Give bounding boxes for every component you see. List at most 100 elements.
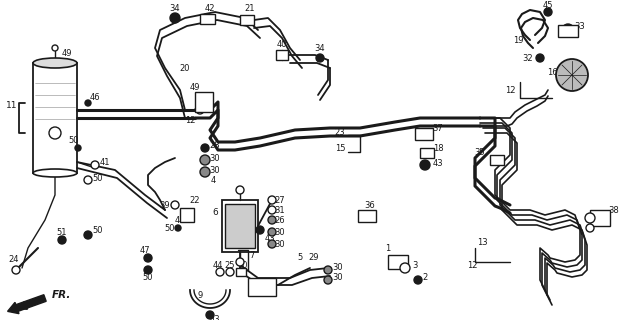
Circle shape xyxy=(562,24,574,36)
Text: 41: 41 xyxy=(100,157,110,166)
Text: 50: 50 xyxy=(69,135,79,145)
Text: 5: 5 xyxy=(298,253,302,262)
Circle shape xyxy=(400,263,410,273)
Circle shape xyxy=(586,224,594,232)
Circle shape xyxy=(171,201,179,209)
Text: 42: 42 xyxy=(205,4,215,12)
Circle shape xyxy=(420,160,430,170)
Bar xyxy=(420,148,434,158)
Circle shape xyxy=(84,176,92,184)
Circle shape xyxy=(226,268,234,276)
Circle shape xyxy=(91,161,99,169)
Circle shape xyxy=(196,106,204,114)
Text: 23: 23 xyxy=(335,127,345,137)
Circle shape xyxy=(201,144,209,152)
Circle shape xyxy=(175,225,181,231)
Text: 39: 39 xyxy=(160,201,170,210)
Text: 50: 50 xyxy=(142,274,153,283)
Circle shape xyxy=(268,228,276,236)
Text: 19: 19 xyxy=(512,36,523,44)
Text: 48: 48 xyxy=(175,215,186,225)
Text: 30: 30 xyxy=(332,274,343,283)
Circle shape xyxy=(536,54,544,62)
Circle shape xyxy=(236,186,244,194)
Text: 12: 12 xyxy=(185,116,195,124)
Text: 20: 20 xyxy=(180,63,190,73)
Circle shape xyxy=(84,231,92,239)
Circle shape xyxy=(556,59,588,91)
Text: 38: 38 xyxy=(609,205,619,214)
Circle shape xyxy=(585,213,595,223)
Text: 16: 16 xyxy=(547,68,558,76)
Bar xyxy=(180,208,194,222)
Circle shape xyxy=(85,100,91,106)
Text: 44: 44 xyxy=(213,260,223,269)
Bar xyxy=(33,63,77,173)
Text: 8: 8 xyxy=(253,281,258,290)
Text: 37: 37 xyxy=(432,124,443,132)
Circle shape xyxy=(52,45,58,51)
Circle shape xyxy=(324,276,332,284)
Text: 49: 49 xyxy=(190,83,200,92)
Bar xyxy=(225,204,255,248)
Bar xyxy=(236,268,246,276)
Text: 2: 2 xyxy=(422,274,428,283)
Text: 32: 32 xyxy=(522,53,533,62)
Circle shape xyxy=(49,127,61,139)
Bar xyxy=(248,278,276,296)
Text: 51: 51 xyxy=(57,228,68,236)
Text: 47: 47 xyxy=(140,245,151,254)
Circle shape xyxy=(268,206,276,214)
Circle shape xyxy=(316,54,324,62)
Ellipse shape xyxy=(33,169,77,177)
Text: 1: 1 xyxy=(386,244,391,252)
Circle shape xyxy=(268,216,276,224)
Circle shape xyxy=(324,266,332,274)
Ellipse shape xyxy=(33,58,77,68)
Text: 26: 26 xyxy=(275,215,285,225)
Text: 30: 30 xyxy=(275,228,285,236)
Text: 31: 31 xyxy=(275,205,285,214)
Text: 34: 34 xyxy=(170,4,181,12)
Text: 30: 30 xyxy=(210,154,221,163)
Text: FR.: FR. xyxy=(52,290,71,300)
Circle shape xyxy=(216,268,224,276)
Text: 40: 40 xyxy=(277,39,288,49)
Circle shape xyxy=(144,254,152,262)
Circle shape xyxy=(236,258,244,266)
Circle shape xyxy=(200,155,210,165)
Text: 34: 34 xyxy=(315,44,326,52)
Text: 21: 21 xyxy=(245,4,255,12)
Text: 9: 9 xyxy=(198,291,202,300)
Text: 7: 7 xyxy=(249,251,255,260)
Bar xyxy=(222,200,258,252)
Text: 25: 25 xyxy=(225,260,235,269)
Text: 33: 33 xyxy=(574,21,586,30)
Text: 14: 14 xyxy=(200,92,210,101)
Circle shape xyxy=(268,196,276,204)
Text: 28: 28 xyxy=(210,140,221,149)
Text: 50: 50 xyxy=(92,226,103,235)
Circle shape xyxy=(58,236,66,244)
Circle shape xyxy=(268,240,276,248)
Text: 15: 15 xyxy=(335,143,345,153)
Text: 45: 45 xyxy=(542,1,553,10)
Circle shape xyxy=(256,226,264,234)
Circle shape xyxy=(170,13,180,23)
Circle shape xyxy=(414,276,422,284)
Text: 18: 18 xyxy=(432,143,443,153)
Circle shape xyxy=(200,167,210,177)
Text: 27: 27 xyxy=(275,196,285,204)
Bar xyxy=(200,14,215,24)
Text: 50: 50 xyxy=(165,223,175,233)
Bar xyxy=(388,255,408,269)
Circle shape xyxy=(144,266,152,274)
Text: 43: 43 xyxy=(432,158,443,167)
FancyArrow shape xyxy=(8,295,46,314)
Text: 11: 11 xyxy=(6,100,18,109)
Text: 35: 35 xyxy=(475,148,486,156)
Text: 30: 30 xyxy=(275,239,285,249)
Bar xyxy=(276,50,288,60)
Text: 46: 46 xyxy=(90,92,100,101)
Text: 24: 24 xyxy=(9,255,19,265)
